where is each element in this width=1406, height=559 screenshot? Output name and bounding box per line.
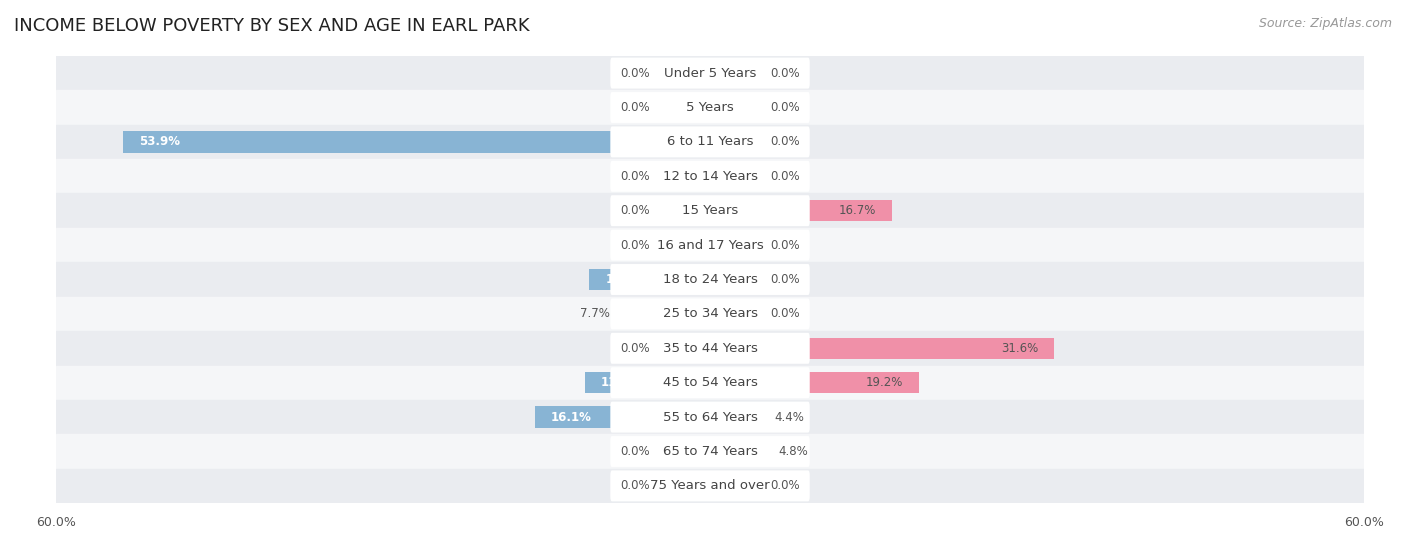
FancyBboxPatch shape — [610, 401, 810, 433]
FancyBboxPatch shape — [610, 161, 810, 192]
Text: 0.0%: 0.0% — [770, 67, 800, 79]
Text: Under 5 Years: Under 5 Years — [664, 67, 756, 79]
Text: 65 to 74 Years: 65 to 74 Years — [662, 445, 758, 458]
Bar — [666, 234, 710, 256]
Bar — [122, 131, 710, 153]
Text: 18 to 24 Years: 18 to 24 Years — [662, 273, 758, 286]
Text: 11.5%: 11.5% — [602, 376, 643, 389]
Text: 5 Years: 5 Years — [686, 101, 734, 114]
Text: 11.1%: 11.1% — [606, 273, 647, 286]
Legend: Male, Female: Male, Female — [641, 555, 779, 559]
Text: 0.0%: 0.0% — [770, 101, 800, 114]
Bar — [666, 63, 710, 84]
FancyBboxPatch shape — [610, 126, 810, 158]
Text: 0.0%: 0.0% — [620, 101, 650, 114]
Text: 0.0%: 0.0% — [620, 170, 650, 183]
Text: 31.6%: 31.6% — [1001, 342, 1038, 355]
FancyBboxPatch shape — [610, 333, 810, 364]
Bar — [666, 200, 710, 221]
Bar — [666, 338, 710, 359]
Bar — [710, 63, 754, 84]
Bar — [56, 193, 1364, 228]
Text: 4.4%: 4.4% — [775, 411, 804, 424]
Bar — [56, 366, 1364, 400]
Bar — [589, 269, 710, 290]
Text: 0.0%: 0.0% — [620, 67, 650, 79]
Bar — [710, 372, 920, 394]
FancyBboxPatch shape — [610, 436, 810, 467]
Bar — [56, 262, 1364, 297]
Bar — [534, 406, 710, 428]
Text: 45 to 54 Years: 45 to 54 Years — [662, 376, 758, 389]
Bar — [56, 91, 1364, 125]
Text: Source: ZipAtlas.com: Source: ZipAtlas.com — [1258, 17, 1392, 30]
FancyBboxPatch shape — [610, 230, 810, 260]
Text: 0.0%: 0.0% — [620, 342, 650, 355]
Text: 0.0%: 0.0% — [620, 239, 650, 252]
FancyBboxPatch shape — [610, 58, 810, 88]
FancyBboxPatch shape — [610, 92, 810, 123]
Text: 6 to 11 Years: 6 to 11 Years — [666, 135, 754, 148]
Bar — [710, 131, 754, 153]
Bar — [626, 303, 710, 325]
Text: 0.0%: 0.0% — [770, 239, 800, 252]
FancyBboxPatch shape — [610, 264, 810, 295]
Text: 0.0%: 0.0% — [770, 307, 800, 320]
FancyBboxPatch shape — [610, 367, 810, 398]
Bar — [56, 434, 1364, 468]
Bar — [710, 269, 754, 290]
Bar — [56, 297, 1364, 331]
Text: 53.9%: 53.9% — [139, 135, 180, 148]
Text: 15 Years: 15 Years — [682, 204, 738, 217]
Text: 16 and 17 Years: 16 and 17 Years — [657, 239, 763, 252]
Bar — [710, 200, 891, 221]
Bar — [710, 475, 754, 496]
Bar — [56, 159, 1364, 193]
Bar — [666, 97, 710, 118]
Text: 4.8%: 4.8% — [779, 445, 808, 458]
Bar — [56, 228, 1364, 262]
Text: 7.7%: 7.7% — [579, 307, 610, 320]
Text: 0.0%: 0.0% — [620, 204, 650, 217]
Text: 16.7%: 16.7% — [838, 204, 876, 217]
Bar — [56, 331, 1364, 366]
Bar — [56, 400, 1364, 434]
Text: 16.1%: 16.1% — [551, 411, 592, 424]
Text: 75 Years and over: 75 Years and over — [650, 480, 770, 492]
Text: 55 to 64 Years: 55 to 64 Years — [662, 411, 758, 424]
Bar — [710, 338, 1054, 359]
Text: 0.0%: 0.0% — [770, 170, 800, 183]
Bar — [710, 234, 754, 256]
Text: 25 to 34 Years: 25 to 34 Years — [662, 307, 758, 320]
FancyBboxPatch shape — [610, 299, 810, 329]
Text: 12 to 14 Years: 12 to 14 Years — [662, 170, 758, 183]
Bar — [666, 475, 710, 496]
Bar — [666, 165, 710, 187]
Bar — [710, 97, 754, 118]
Bar — [710, 165, 754, 187]
Text: 35 to 44 Years: 35 to 44 Years — [662, 342, 758, 355]
FancyBboxPatch shape — [610, 195, 810, 226]
Bar — [666, 441, 710, 462]
Text: 0.0%: 0.0% — [620, 445, 650, 458]
Text: 0.0%: 0.0% — [620, 480, 650, 492]
Bar — [710, 441, 762, 462]
Text: INCOME BELOW POVERTY BY SEX AND AGE IN EARL PARK: INCOME BELOW POVERTY BY SEX AND AGE IN E… — [14, 17, 530, 35]
Bar — [710, 303, 754, 325]
Bar — [56, 468, 1364, 503]
Text: 19.2%: 19.2% — [866, 376, 903, 389]
Bar — [56, 56, 1364, 91]
Bar — [585, 372, 710, 394]
Bar — [56, 125, 1364, 159]
Text: 0.0%: 0.0% — [770, 135, 800, 148]
FancyBboxPatch shape — [610, 471, 810, 501]
Bar — [710, 406, 758, 428]
Text: 0.0%: 0.0% — [770, 480, 800, 492]
Text: 0.0%: 0.0% — [770, 273, 800, 286]
